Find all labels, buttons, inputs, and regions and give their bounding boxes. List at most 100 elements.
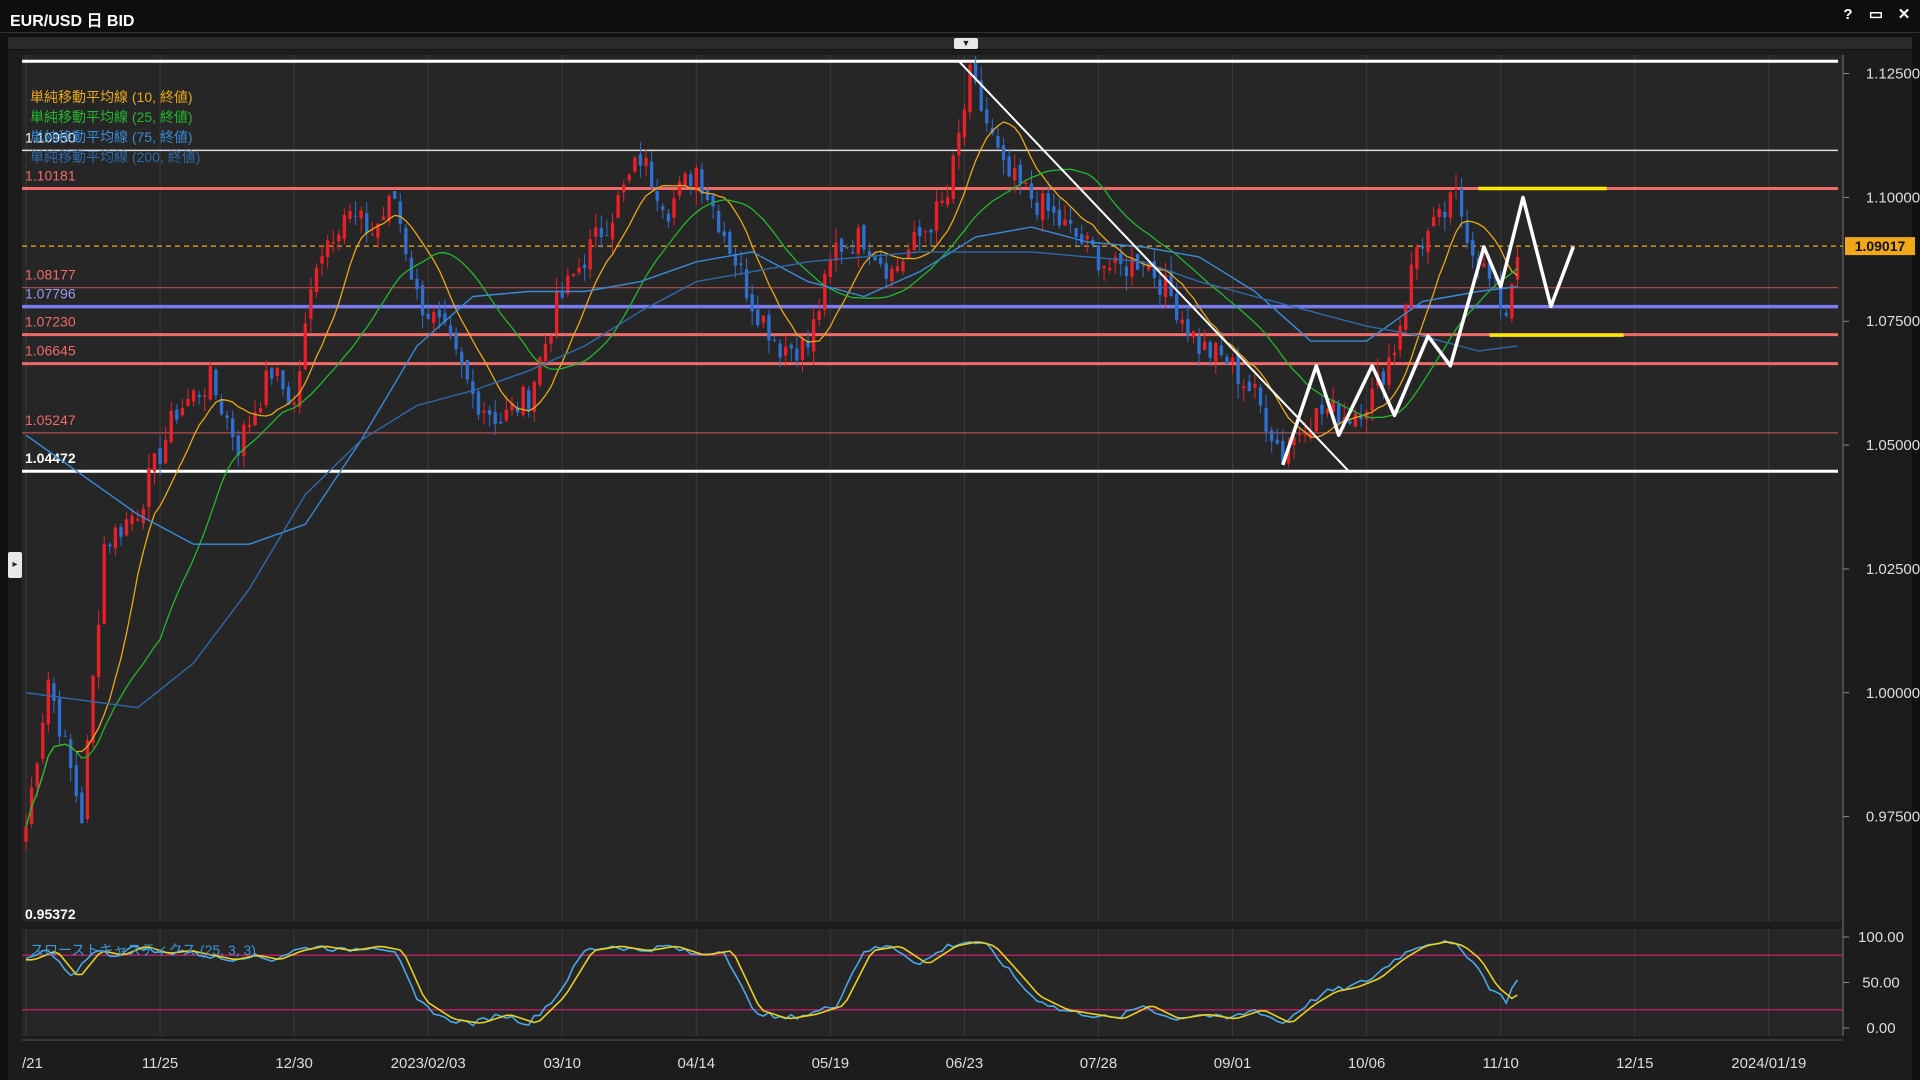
candle-body xyxy=(895,266,900,272)
x-tick-label: 11/25 xyxy=(142,1055,178,1072)
candle-body xyxy=(1175,293,1179,321)
candle-body xyxy=(906,249,911,257)
level-label: 1.07230 xyxy=(25,314,76,330)
x-tick-label: 06/23 xyxy=(946,1055,984,1072)
stochastic-y-label: 100.00 xyxy=(1858,929,1904,946)
candle-body xyxy=(141,508,145,524)
side-panel-toggle-icon[interactable]: ▸ xyxy=(8,552,22,578)
candle-body xyxy=(1091,239,1095,246)
candle-body xyxy=(957,132,961,156)
candle-body xyxy=(258,408,263,413)
candle-body xyxy=(644,157,648,167)
candle-body xyxy=(1443,211,1447,218)
level-label: 1.06645 xyxy=(25,343,76,359)
candle-body xyxy=(1258,387,1263,406)
y-tick-label: 1.12500 xyxy=(1866,66,1920,83)
candle-body xyxy=(1107,267,1112,271)
x-tick-label: 12/15 xyxy=(1616,1055,1654,1072)
candle-body xyxy=(532,381,536,412)
legend-item: 単純移動平均線 (10, 終値) xyxy=(30,89,193,105)
candle-body xyxy=(638,154,643,166)
candle-body xyxy=(1493,276,1497,278)
candle-body xyxy=(1409,264,1413,309)
maximize-button[interactable]: ▭ xyxy=(1868,6,1884,23)
candle-body xyxy=(342,214,347,239)
candle-body xyxy=(1459,188,1464,217)
candle-body xyxy=(839,238,844,252)
legend-item: 単純移動平均線 (200, 終値) xyxy=(30,149,200,165)
candle-body xyxy=(487,410,492,415)
candle-body xyxy=(1348,420,1352,424)
candle-body xyxy=(1018,164,1022,184)
candle-body xyxy=(1281,440,1285,463)
close-button[interactable]: ✕ xyxy=(1897,6,1911,23)
candle-body xyxy=(851,251,855,254)
candle-body xyxy=(1482,263,1486,267)
candle-body xyxy=(962,109,967,138)
candle-body xyxy=(1001,145,1006,161)
candle-body xyxy=(990,127,995,134)
candle-body xyxy=(811,319,816,352)
candle-body xyxy=(203,395,207,397)
candle-body xyxy=(158,448,162,465)
candle-body xyxy=(1040,193,1045,220)
candle-body xyxy=(1437,208,1441,218)
candle-body xyxy=(365,213,369,234)
candle-body xyxy=(1242,386,1246,389)
candle-body xyxy=(1515,257,1520,280)
candle-body xyxy=(404,227,408,254)
candle-body xyxy=(80,792,84,823)
candle-body xyxy=(1471,239,1475,256)
candle-body xyxy=(286,386,291,405)
stochastic-panel xyxy=(22,929,1843,1036)
candle-body xyxy=(554,291,559,334)
candle-body xyxy=(331,242,335,244)
candle-body xyxy=(778,343,782,358)
stochastic-label: スローストキャスティクス (25, 3, 3) xyxy=(30,942,256,958)
candle-body xyxy=(1292,437,1296,446)
collapse-toggle-icon[interactable]: ▼ xyxy=(954,38,978,49)
candle-body xyxy=(806,340,810,348)
candle-body xyxy=(1113,257,1117,263)
candle-body xyxy=(571,274,576,276)
candle-body xyxy=(292,402,296,405)
candle-body xyxy=(348,210,352,219)
candle-body xyxy=(1096,245,1101,271)
x-tick-label: 2023/02/03 xyxy=(391,1055,466,1072)
level-label: 1.05247 xyxy=(25,412,76,428)
candle-body xyxy=(353,215,358,217)
candle-body xyxy=(1381,371,1386,385)
candle-body xyxy=(1342,416,1346,425)
candle-body xyxy=(392,191,397,199)
candle-body xyxy=(298,371,302,408)
candle-body xyxy=(1013,167,1017,181)
candle-body xyxy=(1191,331,1196,337)
candle-body xyxy=(677,181,682,196)
candle-body xyxy=(716,210,721,233)
candle-body xyxy=(113,527,118,549)
candle-body xyxy=(588,239,592,270)
candle-body xyxy=(985,109,989,124)
candle-body xyxy=(867,251,872,257)
candle-body xyxy=(197,394,201,398)
candle-body xyxy=(689,174,693,187)
candle-body xyxy=(1353,413,1358,427)
candle-body xyxy=(923,231,928,233)
candle-body xyxy=(1420,245,1425,249)
candle-body xyxy=(1426,230,1430,253)
x-tick-label: /21 xyxy=(22,1055,43,1072)
candle-body xyxy=(1236,354,1240,385)
candle-body xyxy=(186,399,190,407)
help-button[interactable]: ? xyxy=(1843,6,1853,23)
candle-body xyxy=(264,370,268,406)
x-tick-label: 07/28 xyxy=(1080,1055,1118,1072)
candle-body xyxy=(1297,434,1302,436)
candle-body xyxy=(74,765,78,797)
window-title: EUR/USD 日 BID xyxy=(10,13,135,30)
candle-body xyxy=(1303,434,1307,436)
candle-body xyxy=(35,763,39,787)
candle-body xyxy=(147,468,151,508)
candle-body xyxy=(772,339,777,341)
candle-body xyxy=(124,519,129,536)
